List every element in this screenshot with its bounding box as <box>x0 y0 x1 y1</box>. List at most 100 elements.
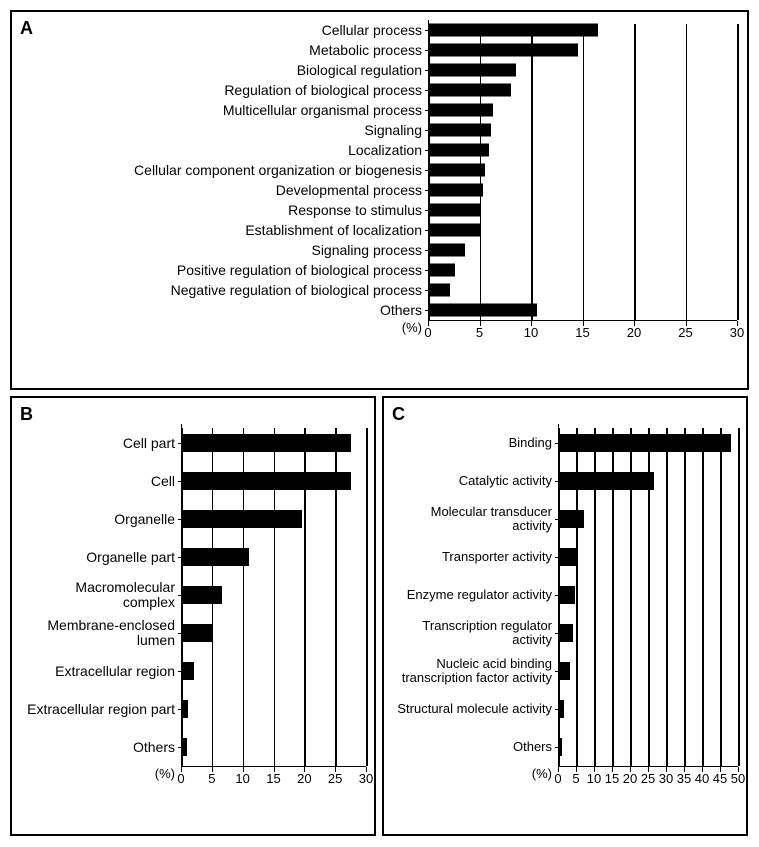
bar <box>182 510 302 528</box>
axis-tick-label: 15 <box>266 771 280 786</box>
axis-tick-label: 35 <box>677 771 691 786</box>
chart-row: Multicellular organismal process <box>22 100 737 120</box>
category-label: Biological regulation <box>22 63 428 78</box>
bar <box>429 64 516 77</box>
panel-b-x-unit: (%) <box>20 766 181 781</box>
axis-tick-label: 45 <box>713 771 727 786</box>
axis-tick-label: 20 <box>627 325 641 340</box>
panel-c-axis: 05101520253035404550 <box>558 766 738 791</box>
plot-cell <box>428 200 737 220</box>
category-label: Enzyme regulator activity <box>392 588 558 602</box>
category-label: Cellular component organization or bioge… <box>22 163 428 178</box>
bar <box>429 284 450 297</box>
plot-cell <box>428 300 737 320</box>
plot-cell <box>558 652 738 690</box>
chart-row: Molecular transducer activity <box>392 500 738 538</box>
chart-row: Organelle <box>20 500 366 538</box>
category-label: Organelle <box>20 512 181 527</box>
axis-tick-label: 25 <box>328 771 342 786</box>
axis-tick-label: 30 <box>730 325 744 340</box>
panel-b-label: B <box>20 404 33 425</box>
plot-cell <box>428 100 737 120</box>
chart-row: Cell part <box>20 424 366 462</box>
panel-a: A Cellular processMetabolic processBiolo… <box>10 10 749 390</box>
chart-row: Membrane-enclosed lumen <box>20 614 366 652</box>
bar <box>182 700 188 718</box>
category-label: Organelle part <box>20 550 181 565</box>
chart-row: Response to stimulus <box>22 200 737 220</box>
category-label: Cell part <box>20 436 181 451</box>
plot-cell <box>181 424 366 462</box>
axis-tick-label: 0 <box>554 771 561 786</box>
plot-cell <box>428 280 737 300</box>
panel-c-label: C <box>392 404 405 425</box>
axis-tick-label: 0 <box>177 771 184 786</box>
axis-tick-label: 5 <box>476 325 483 340</box>
chart-row: Signaling process <box>22 240 737 260</box>
category-label: Catalytic activity <box>392 474 558 488</box>
plot-cell <box>181 652 366 690</box>
plot-cell <box>181 728 366 766</box>
category-label: Nucleic acid binding transcription facto… <box>392 657 558 684</box>
panel-a-axis: 051015202530 <box>428 320 737 345</box>
bar <box>429 44 578 57</box>
bar <box>182 434 351 452</box>
axis-tick-label: 5 <box>572 771 579 786</box>
chart-row: Cellular process <box>22 20 737 40</box>
axis-tick-label: 40 <box>695 771 709 786</box>
plot-cell <box>428 120 737 140</box>
axis-tick-label: 50 <box>731 771 745 786</box>
bar <box>429 104 493 117</box>
category-label: Signaling <box>22 123 428 138</box>
bar <box>559 662 570 680</box>
axis-tick-label: 25 <box>641 771 655 786</box>
chart-row: Positive regulation of biological proces… <box>22 260 737 280</box>
bar <box>559 700 564 718</box>
category-label: Others <box>392 740 558 754</box>
bar <box>429 204 480 217</box>
category-label: Others <box>20 740 181 755</box>
chart-row: Biological regulation <box>22 60 737 80</box>
chart-row: Transporter activity <box>392 538 738 576</box>
chart-row: Regulation of biological process <box>22 80 737 100</box>
bar <box>429 224 480 237</box>
category-label: Cellular process <box>22 23 428 38</box>
category-label: Molecular transducer activity <box>392 505 558 532</box>
plot-cell <box>181 690 366 728</box>
category-label: Developmental process <box>22 183 428 198</box>
category-label: Extracellular region part <box>20 702 181 717</box>
category-label: Signaling process <box>22 243 428 258</box>
category-label: Cell <box>20 474 181 489</box>
plot-cell <box>428 80 737 100</box>
category-label: Others <box>22 303 428 318</box>
bar <box>429 184 483 197</box>
panel-a-x-unit: (%) <box>22 320 428 335</box>
bar <box>559 434 731 452</box>
category-label: Localization <box>22 143 428 158</box>
bar <box>182 548 249 566</box>
category-label: Binding <box>392 436 558 450</box>
category-label: Negative regulation of biological proces… <box>22 283 428 298</box>
chart-row: Signaling <box>22 120 737 140</box>
category-label: Extracellular region <box>20 664 181 679</box>
chart-row: Developmental process <box>22 180 737 200</box>
plot-cell <box>428 220 737 240</box>
category-label: Metabolic process <box>22 43 428 58</box>
bar <box>182 738 187 756</box>
bar <box>429 144 489 157</box>
axis-tick-label: 15 <box>605 771 619 786</box>
plot-cell <box>558 614 738 652</box>
axis-tick-label: 20 <box>297 771 311 786</box>
chart-row: Others <box>392 728 738 766</box>
chart-row: Enzyme regulator activity <box>392 576 738 614</box>
panel-c: C Binding Catalytic activity Molecular tra… <box>382 396 748 836</box>
plot-cell <box>558 728 738 766</box>
plot-cell <box>558 538 738 576</box>
axis-tick-label: 10 <box>524 325 538 340</box>
category-label: Structural molecule activity <box>392 702 558 716</box>
plot-cell <box>428 60 737 80</box>
plot-cell <box>181 500 366 538</box>
axis-tick-label: 25 <box>678 325 692 340</box>
bar <box>559 548 577 566</box>
chart-row: Binding <box>392 424 738 462</box>
